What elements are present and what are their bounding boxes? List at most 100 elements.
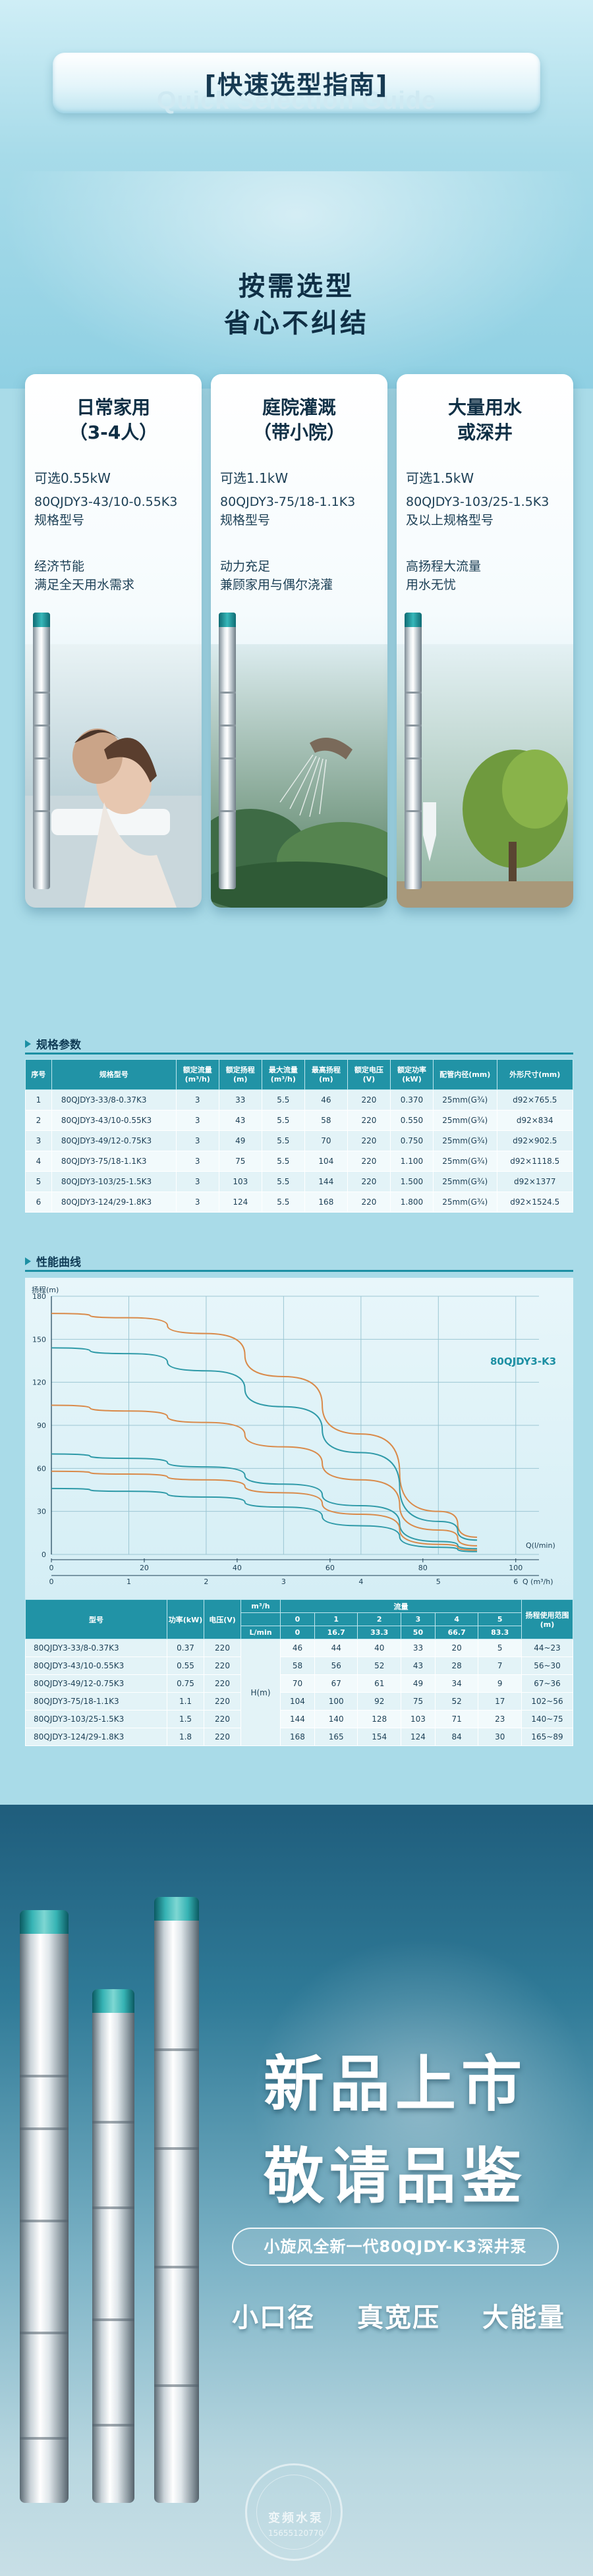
- flow-model-cell: 80QJDY3-103/25-1.5K3: [25, 1710, 167, 1728]
- card-desc-line2: 满足全天用水需求: [34, 578, 135, 592]
- spec-header-cell: 最大流量(m³/h): [261, 1059, 305, 1090]
- flow-voltage-cell: 220: [204, 1657, 241, 1675]
- spec-cell: 144: [304, 1171, 348, 1192]
- chart-x-label-top: Q(l/min): [526, 1541, 555, 1550]
- flow-head-cell: 56: [314, 1657, 358, 1675]
- card-power: 可选1.1kW: [220, 470, 289, 486]
- feature-small-diameter: 小口径: [232, 2303, 315, 2333]
- spec-cell: 33: [218, 1089, 262, 1110]
- spec-cell: 168: [304, 1192, 348, 1213]
- flow-lmin-cell: 83.3: [478, 1626, 522, 1639]
- flow-head-cell: 75: [400, 1692, 436, 1711]
- flow-head-cell: 144: [280, 1710, 315, 1728]
- spec-cell: 1.500: [389, 1171, 434, 1192]
- flow-lmin-cell: 16.7: [314, 1626, 358, 1639]
- spec-cell: 3: [175, 1110, 219, 1131]
- flow-voltage-cell: 220: [204, 1639, 241, 1657]
- card-title-line2: （带小院）: [252, 422, 345, 443]
- chart-section-title: 性能曲线: [25, 1253, 81, 1273]
- family-scene-image: [25, 644, 202, 908]
- usage-cards: 日常家用 （3-4人） 可选0.55kW 80QJDY3-43/10-0.55K…: [25, 374, 573, 921]
- flow-range-cell: 165~89: [521, 1728, 573, 1746]
- slogan-line-1: 按需选型: [239, 271, 354, 302]
- flow-row: 80QJDY3-43/10-0.55K3 0.55 220 58 56 52 43 28 7 56…: [25, 1657, 573, 1675]
- card-model-code: 80QJDY3-43/10-0.55K3: [34, 495, 178, 509]
- flow-range-cell: 44~23: [521, 1639, 573, 1657]
- flow-row: 80QJDY3-75/18-1.1K3 1.1 220 104 100 92 75 52 17 1…: [25, 1692, 573, 1711]
- card-power: 可选1.5kW: [406, 470, 474, 486]
- series-line-1: [51, 1313, 478, 1538]
- card-model: 80QJDY3-43/10-0.55K3 规格型号: [34, 493, 177, 530]
- spec-cell: 25mm(G¾): [433, 1171, 497, 1192]
- card-title: 大量用水 或深井: [397, 395, 573, 445]
- flow-head-cell: 34: [434, 1674, 479, 1693]
- card-desc-line1: 经济节能: [34, 559, 85, 574]
- card-model: 80QJDY3-103/25-1.5K3 及以上规格型号: [406, 493, 549, 530]
- card-model-code: 80QJDY3-103/25-1.5K3: [406, 495, 550, 509]
- x-tick-label: 4: [358, 1577, 363, 1586]
- usage-card-garden[interactable]: 庭院灌溉 （带小院） 可选1.1kW 80QJDY3-75/18-1.1K3 规…: [211, 374, 387, 908]
- flow-voltage-cell: 220: [204, 1710, 241, 1728]
- card-desc: 高扬程大流量 用水无忧: [406, 557, 481, 594]
- spec-cell: d92×1118.5: [496, 1151, 574, 1172]
- flow-body: 80QJDY3-33/8-0.37K3 0.37 220 H(m) 46 44 40 33 20…: [25, 1639, 573, 1746]
- flow-power-cell: 0.55: [167, 1657, 204, 1675]
- card-title-line1: 大量用水: [447, 397, 522, 418]
- flow-head-cell: 92: [357, 1692, 401, 1711]
- flow-head-cell: 52: [434, 1692, 479, 1711]
- flow-head-cell: 61: [357, 1674, 401, 1693]
- hero-glow: [0, 171, 593, 389]
- card-title-line1: 日常家用: [76, 397, 150, 418]
- flow-row: 80QJDY3-33/8-0.37K3 0.37 220 H(m) 46 44 40 33 20…: [25, 1639, 573, 1746]
- flow-head-cell: 67: [314, 1674, 358, 1693]
- card-power: 可选0.55kW: [34, 470, 111, 486]
- flow-model-cell: 80QJDY3-33/8-0.37K3: [25, 1639, 167, 1657]
- spec-cell: 3: [175, 1192, 219, 1213]
- spec-cell: 80QJDY3-124/29-1.8K3: [51, 1192, 177, 1213]
- usage-card-home[interactable]: 日常家用 （3-4人） 可选0.55kW 80QJDY3-43/10-0.55K…: [25, 374, 202, 908]
- flow-head-unit: H(m): [240, 1639, 281, 1746]
- launch-poster: 新品上市 敬请品鉴 小旋风全新一代80QJDY-K3深井泵 小口径 真宽压 大能…: [0, 1805, 593, 2576]
- spec-cell: 5.5: [261, 1089, 305, 1110]
- spec-cell: 3: [175, 1089, 219, 1110]
- flow-m3h-cell: 3: [400, 1612, 436, 1626]
- spec-row: 6 80QJDY3-124/29-1.8K3 3 124 5.5 168 220 1.800 2…: [25, 1192, 574, 1213]
- spec-cell: 80QJDY3-33/8-0.37K3: [51, 1089, 177, 1110]
- flow-unit-spacer: [240, 1612, 281, 1626]
- spec-cell: 220: [347, 1110, 391, 1131]
- spec-row: 2 80QJDY3-43/10-0.55K3 3 43 5.5 58 220 0.550 25m…: [25, 1110, 574, 1131]
- flow-head-cell: 168: [280, 1728, 315, 1746]
- chart-series-label: 80QJDY3-K3: [490, 1356, 556, 1367]
- spec-cell: 6: [25, 1192, 52, 1213]
- series-line-6: [51, 1487, 478, 1552]
- usage-card-deepwell[interactable]: 大量用水 或深井 可选1.5kW 80QJDY3-103/25-1.5K3 及以…: [397, 374, 573, 908]
- spec-cell: 124: [218, 1192, 262, 1213]
- spec-cell: 5.5: [261, 1151, 305, 1172]
- flow-header-row-1: 型号 功率(kW) 电压(V) m³/h 流量 扬程使用范围(m): [25, 1599, 573, 1639]
- card-desc-line2: 用水无忧: [406, 578, 457, 592]
- spec-cell: 0.370: [389, 1089, 434, 1110]
- spec-cell: 80QJDY3-43/10-0.55K3: [51, 1110, 177, 1131]
- top-axis-label: 20: [140, 1564, 149, 1572]
- flow-header-unit-m3h: m³/h: [240, 1599, 281, 1613]
- flow-head-cell: 104: [280, 1692, 315, 1711]
- x-tick-label: 0: [49, 1577, 54, 1586]
- flow-head-cell: 124: [400, 1728, 436, 1746]
- spec-header-cell: 额定电压(V): [347, 1059, 391, 1090]
- spec-row: 5 80QJDY3-103/25-1.5K3 3 103 5.5 144 220 1.500 2…: [25, 1171, 574, 1192]
- guide-title-bar: Quick Selection Guide [快速选型指南]: [53, 53, 540, 115]
- feature-high-power: 大能量: [482, 2303, 565, 2333]
- flow-head-cell: 44: [314, 1639, 358, 1657]
- spec-cell: 25mm(G¾): [433, 1192, 497, 1213]
- spec-cell: 3: [175, 1151, 219, 1172]
- flow-head-cell: 140: [314, 1710, 358, 1728]
- flow-m3h-cell: 5: [478, 1612, 522, 1626]
- spec-header-cell: 额定扬程(m): [218, 1059, 262, 1090]
- flow-head-cell: 71: [434, 1710, 479, 1728]
- chart-divider: [25, 1270, 573, 1272]
- flow-head-cell: 5: [478, 1639, 522, 1657]
- seal-name: 变频水泵: [268, 2511, 324, 2525]
- pump-product-image: [92, 1989, 134, 2503]
- card-desc-line1: 高扬程大流量: [406, 559, 482, 574]
